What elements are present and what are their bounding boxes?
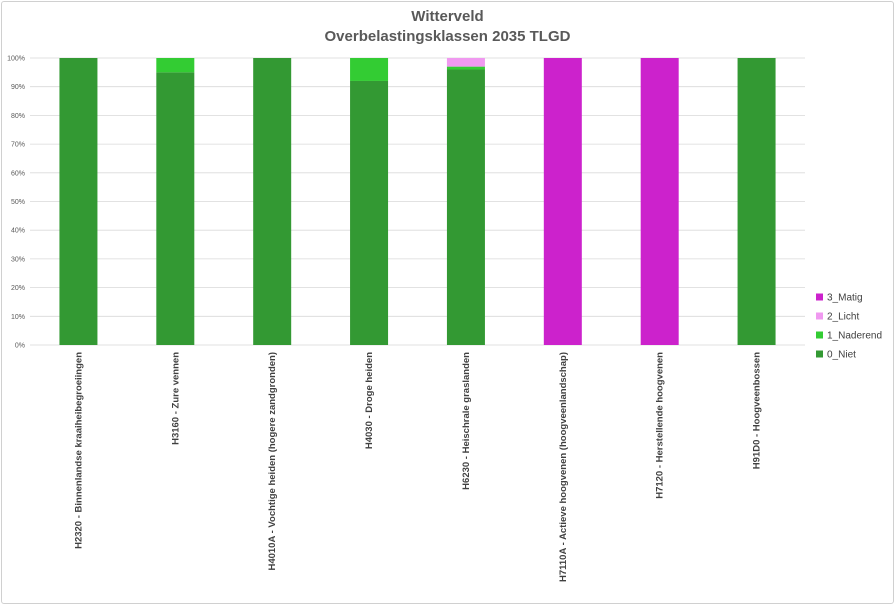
x-category-label: H7110A - Actieve hoogvenen (hoogveenland… [558,352,569,582]
gridlines [30,57,805,346]
bars [59,58,776,346]
y-tick-label: 50% [11,199,25,206]
legend-swatch [816,312,823,320]
bar-segment [446,66,485,70]
bar-segment [446,69,485,345]
legend-label: 1_Naderend [827,331,882,342]
y-tick-label: 0% [15,343,25,350]
legend: 3_Matig 2_Licht 1_Naderend 0_Niet [816,293,882,361]
y-tick-label: 60% [11,170,25,177]
bar-segment [253,58,292,345]
bar-segment [446,58,485,67]
bar-segment [156,58,195,73]
legend-swatch [816,293,823,301]
y-tick-label: 100% [7,56,25,63]
bar-segment [350,58,389,81]
legend-label: 3_Matig [827,293,863,304]
bar-segment [543,58,582,345]
x-category-label: H4010A - Vochtige heiden (hogere zandgro… [267,352,278,571]
chart-subtitle: Overbelastingsklassen 2035 TLGD [324,28,571,45]
y-axis-ticks: 0% 10% 20% 30% 40% 50% 60% 70% 80% 90% 100% [7,56,25,350]
y-tick-label: 40% [11,228,25,235]
x-category-label: H91D0 - Hoogveenbossen [752,352,763,469]
chart-title: Witterveld [411,8,484,25]
x-category-label: H2320 - Binnenlandse kraaiheibegroeiinge… [73,352,84,549]
y-tick-label: 20% [11,285,25,292]
y-tick-label: 80% [11,113,25,120]
y-tick-label: 70% [11,142,25,149]
bar-segment [737,58,776,345]
legend-label: 2_Licht [827,312,859,323]
bar-segment [350,80,389,346]
x-category-label: H6230 - Heischrale graslanden [461,352,472,490]
y-tick-label: 30% [11,256,25,263]
y-tick-label: 90% [11,84,25,91]
x-category-label: H7120 - Herstellende hoogvenen [655,352,666,499]
bar-segment [59,58,98,345]
y-tick-label: 10% [11,314,25,321]
x-category-label: H3160 - Zure vennen [170,352,181,445]
legend-label: 0_Niet [827,350,856,361]
x-category-label: H4030 - Droge heiden [364,352,375,449]
x-axis-labels: H2320 - Binnenlandse kraaiheibegroeiinge… [73,352,762,582]
legend-swatch [816,350,823,358]
bar-segment [156,72,195,345]
bar-segment [640,58,679,345]
legend-swatch [816,331,823,339]
